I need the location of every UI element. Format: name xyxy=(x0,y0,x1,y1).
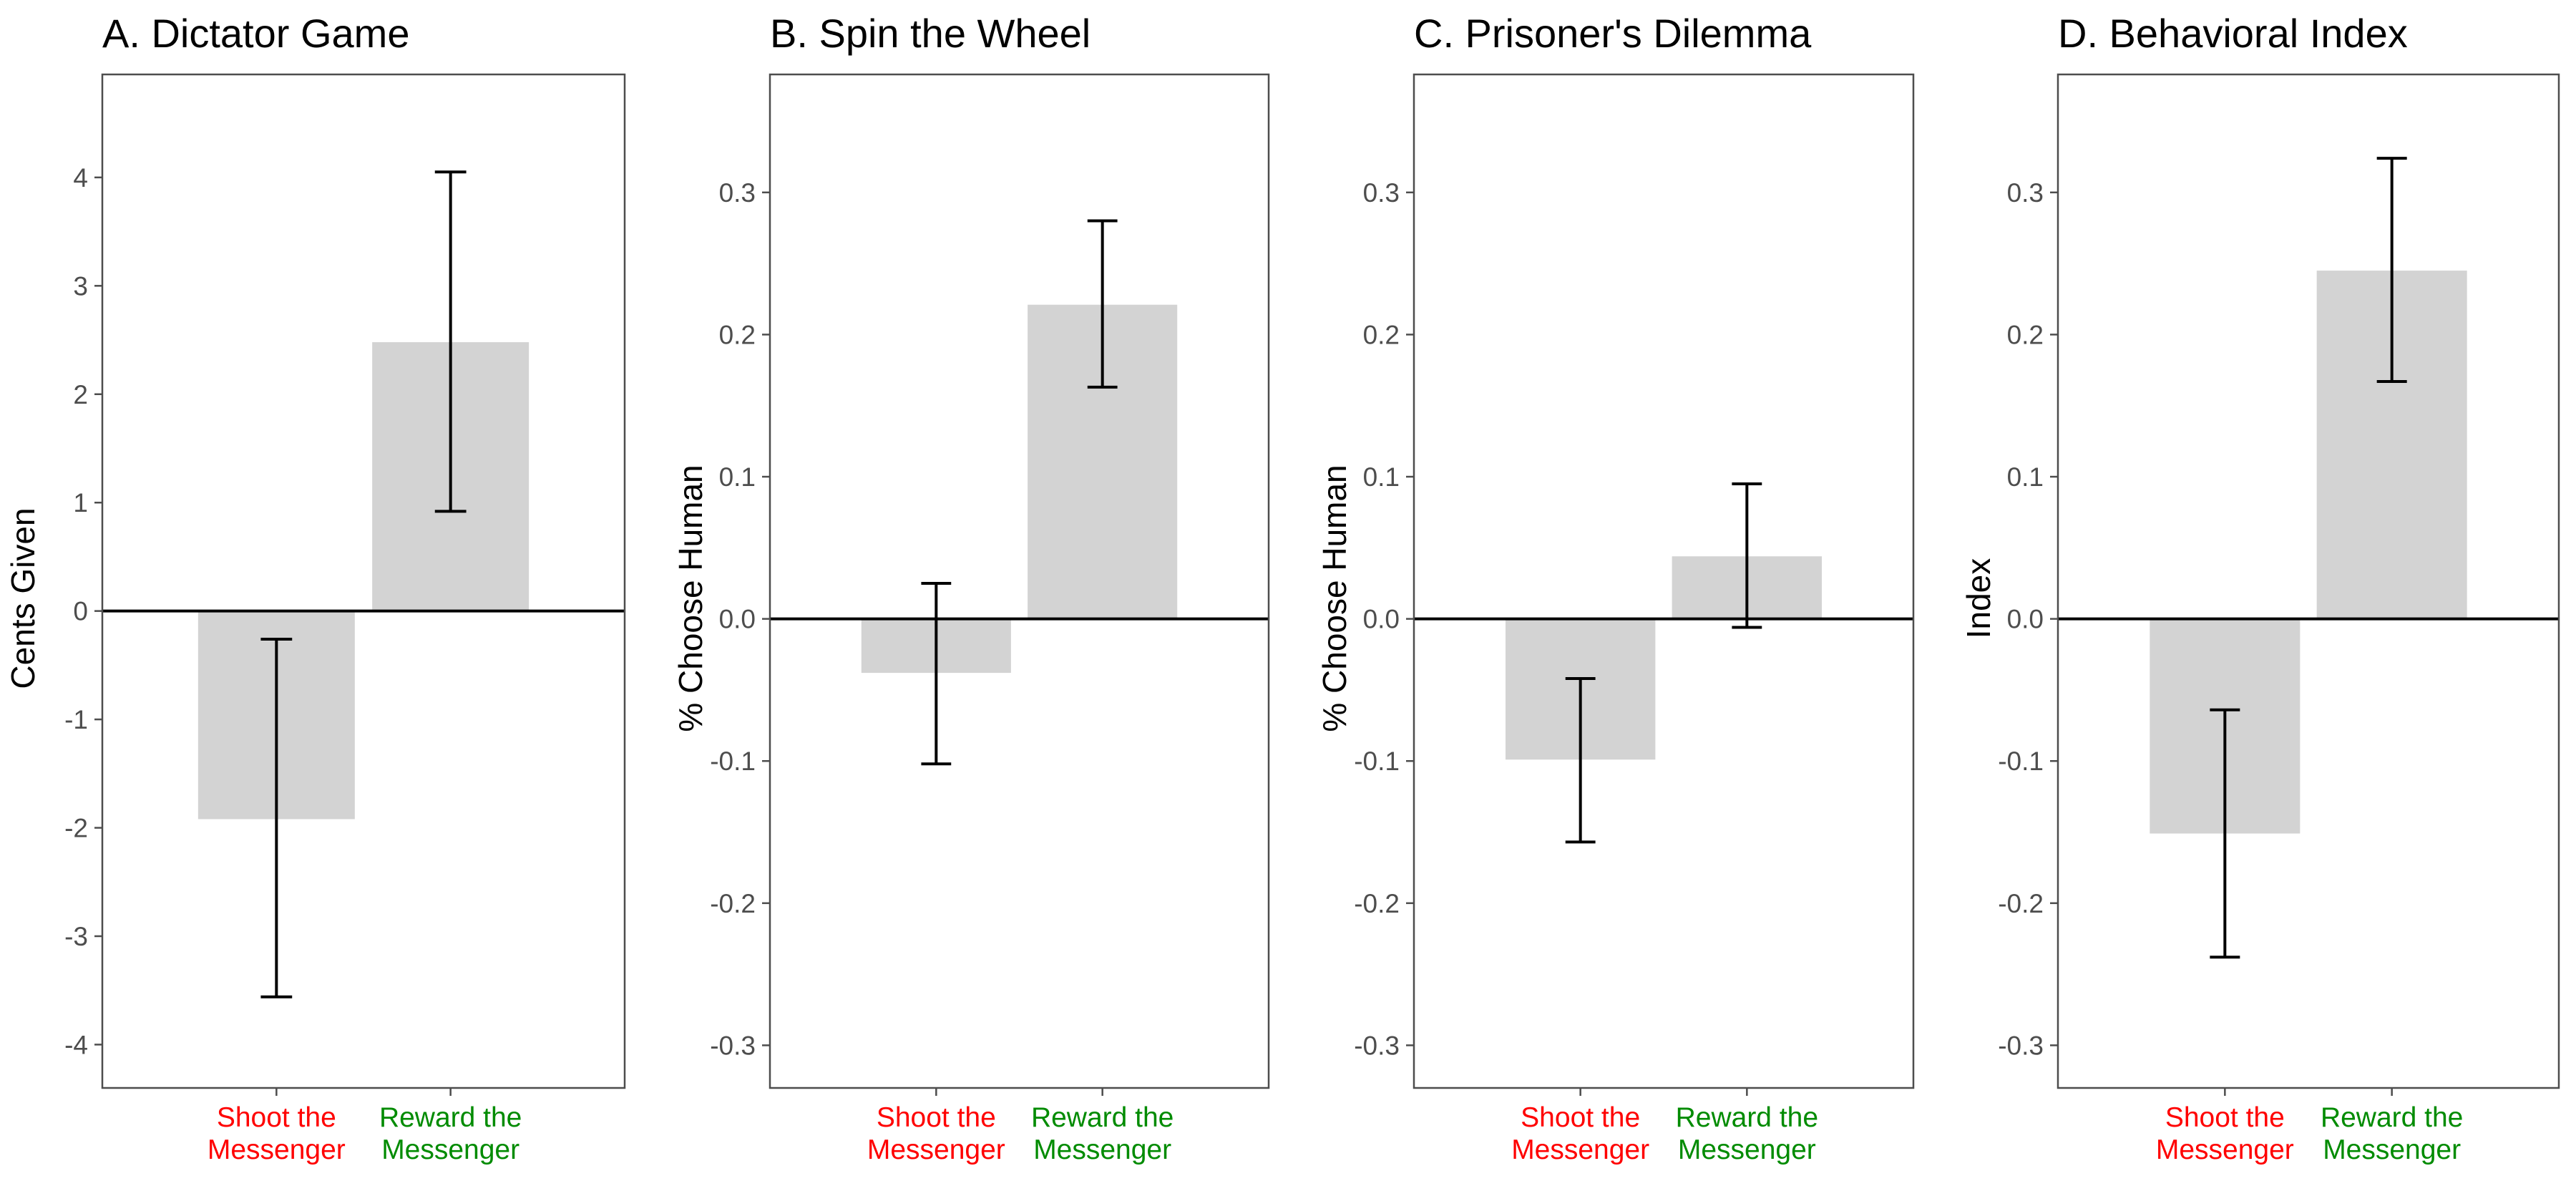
y-tick-label: -0.1 xyxy=(710,747,756,776)
x-tick-label-line2: Messenger xyxy=(2323,1134,2461,1165)
x-tick-label-line1: Shoot the xyxy=(1521,1102,1640,1133)
y-tick-label: 0.2 xyxy=(2007,320,2044,349)
y-tick-label: -0.2 xyxy=(1998,889,2044,918)
y-tick-label: 4 xyxy=(73,163,88,193)
x-tick-label-line1: Shoot the xyxy=(2165,1102,2285,1133)
panel-2: B. Spin the Wheel -0.3 -0.2 -0.1 0.0 0.1 0.2 0.… xyxy=(672,11,1270,1165)
panel-title: C. Prisoner's Dilemma xyxy=(1414,11,1812,56)
x-tick-label-line2: Messenger xyxy=(1678,1134,1816,1165)
y-tick-label: -0.3 xyxy=(1354,1031,1400,1060)
y-tick-label: -0.1 xyxy=(1354,747,1400,776)
y-tick-label: 0.3 xyxy=(2007,178,2044,208)
y-tick-label: 0.1 xyxy=(2007,462,2044,492)
error-bar xyxy=(260,638,293,998)
y-tick-label: -1 xyxy=(64,705,88,734)
y-tick-label: 0.3 xyxy=(1363,178,1400,208)
x-tick-label-line2: Messenger xyxy=(867,1134,1005,1165)
error-bar xyxy=(1565,677,1596,844)
y-tick-label: 0.1 xyxy=(1363,462,1400,492)
error-bar xyxy=(1087,219,1118,389)
y-tick-label: -0.3 xyxy=(1998,1031,2044,1060)
x-tick-label-line2: Messenger xyxy=(208,1134,346,1165)
error-bar xyxy=(2210,708,2240,959)
error-bar xyxy=(434,170,467,513)
y-axis-label: % Choose Human xyxy=(672,465,709,732)
y-tick-label: 1 xyxy=(73,488,88,517)
y-tick-label: -0.2 xyxy=(1354,889,1400,918)
y-axis-label: % Choose Human xyxy=(1316,465,1353,732)
x-tick-label-line2: Messenger xyxy=(2156,1134,2294,1165)
error-bar xyxy=(921,581,952,766)
y-tick-label: 0.2 xyxy=(719,320,756,349)
panel-frame xyxy=(2057,73,2560,1089)
panel-title: B. Spin the Wheel xyxy=(770,11,1091,56)
y-tick-label: -0.3 xyxy=(710,1031,756,1060)
y-tick-label: 0 xyxy=(73,597,88,626)
panel-title: A. Dictator Game xyxy=(102,11,409,56)
y-tick-label: -2 xyxy=(64,814,88,843)
x-tick-label-line1: Shoot the xyxy=(877,1102,996,1133)
x-tick-label-line1: Reward the xyxy=(1031,1102,1174,1133)
x-tick-label-line1: Reward the xyxy=(1676,1102,1818,1133)
error-bar xyxy=(1732,482,1762,629)
panel-3: C. Prisoner's Dilemma -0.3 -0.2 -0.1 0.0 0.1 0… xyxy=(1316,11,1915,1165)
panel-title: D. Behavioral Index xyxy=(2058,11,2408,56)
x-tick-label-line1: Reward the xyxy=(2321,1102,2463,1133)
panel-4: D. Behavioral Index -0.3 -0.2 -0.1 0.0 0.1 0.2… xyxy=(1960,11,2560,1165)
y-tick-label: 0.3 xyxy=(719,178,756,208)
x-tick-label-line2: Messenger xyxy=(381,1134,519,1165)
panel-frame xyxy=(769,73,1270,1089)
y-tick-label: 0.1 xyxy=(719,462,756,492)
x-tick-label-line2: Messenger xyxy=(1033,1134,1171,1165)
y-axis-label: Cents Given xyxy=(4,507,42,689)
x-tick-label-line1: Reward the xyxy=(379,1102,522,1133)
y-tick-label: 0.0 xyxy=(719,605,756,634)
error-bar xyxy=(2376,157,2407,383)
y-tick-label: -0.2 xyxy=(710,889,756,918)
y-tick-label: 0.0 xyxy=(1363,605,1400,634)
x-tick-label-line2: Messenger xyxy=(1511,1134,1649,1165)
y-axis-label: Index xyxy=(1960,558,1997,639)
y-tick-label: 0.0 xyxy=(2007,605,2044,634)
y-tick-label: -3 xyxy=(64,922,88,951)
y-tick-label: -4 xyxy=(64,1030,88,1059)
x-tick-label-line1: Shoot the xyxy=(217,1102,336,1133)
y-tick-label: 3 xyxy=(73,271,88,301)
panel-frame xyxy=(1413,73,1915,1089)
panel-frame xyxy=(101,73,626,1089)
y-tick-label: 0.2 xyxy=(1363,320,1400,349)
y-tick-label: 2 xyxy=(73,380,88,409)
y-tick-label: -0.1 xyxy=(1998,747,2044,776)
